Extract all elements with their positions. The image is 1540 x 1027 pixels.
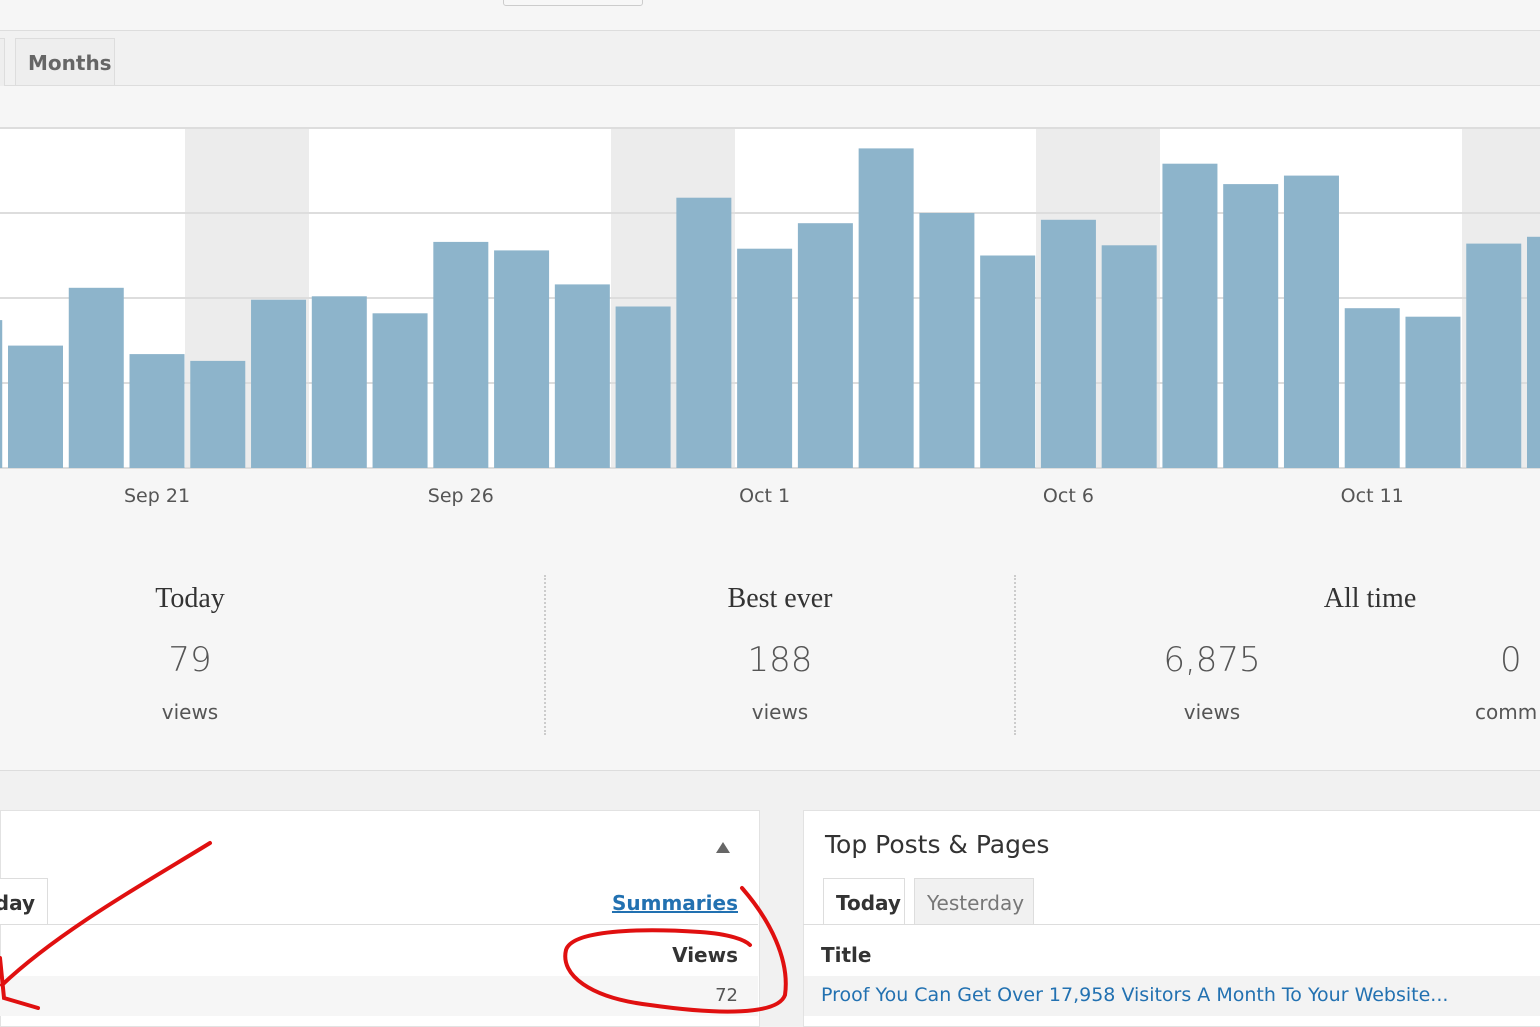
bar <box>8 345 63 468</box>
bar <box>190 360 246 468</box>
bar <box>433 241 489 468</box>
stat-label: All time <box>1323 583 1417 614</box>
tab[interactable]: Today <box>823 878 905 925</box>
tab[interactable]: day <box>0 878 48 925</box>
bar <box>1405 316 1461 468</box>
bar <box>1344 308 1400 468</box>
bar <box>554 284 610 468</box>
tab[interactable]: Months <box>15 38 115 85</box>
bar <box>0 320 3 468</box>
bar <box>919 213 975 468</box>
bar <box>1101 245 1157 468</box>
bar <box>372 313 428 468</box>
bar <box>1162 163 1218 468</box>
bar <box>980 255 1036 468</box>
collapse-toggle[interactable] <box>716 842 730 853</box>
row <box>804 976 1540 1016</box>
stat-value: 188 <box>747 640 813 680</box>
row-value: 72 <box>715 985 738 1006</box>
stat-unit: comm <box>1475 700 1538 724</box>
panel-title: Top Posts & Pages <box>825 830 1050 859</box>
column-header: Views <box>672 943 738 967</box>
bar <box>615 306 671 468</box>
post-link[interactable]: Proof You Can Get Over 17,958 Visitors A… <box>821 984 1449 1006</box>
top-bar <box>0 0 1540 31</box>
bar <box>797 223 853 468</box>
divider <box>1014 575 1016 735</box>
button[interactable] <box>503 0 643 6</box>
x-tick-label: Sep 26 <box>428 485 494 507</box>
x-tick-label: Oct 6 <box>1043 485 1094 507</box>
bar <box>1283 175 1339 468</box>
rule <box>0 924 758 925</box>
bar <box>858 148 914 468</box>
x-tick-label: Oct 11 <box>1341 485 1404 507</box>
chart: Sep 21 Sep 26 Oct 1 Oct 6 Oct 11 <box>0 127 1540 507</box>
x-tick-label: Oct 1 <box>739 485 790 507</box>
stat-unit: views <box>161 700 219 724</box>
tab[interactable]: Yesterday <box>914 878 1034 924</box>
stat-unit: views <box>751 700 809 724</box>
bar <box>737 248 793 468</box>
tab-bar <box>0 31 1540 86</box>
bar <box>1223 184 1279 468</box>
stat-value: 6,875 <box>1163 640 1261 680</box>
bar <box>251 299 307 468</box>
stat-label: Best ever <box>727 583 833 614</box>
bar <box>311 296 367 468</box>
stat-value: 0 <box>1500 640 1522 680</box>
summaries-link[interactable]: Summaries <box>611 891 738 915</box>
bar <box>676 197 732 468</box>
divider <box>544 575 546 735</box>
bar <box>129 354 185 468</box>
bar <box>1527 236 1540 468</box>
bar <box>494 250 550 468</box>
stat-label: Today <box>155 583 225 614</box>
bar <box>1466 243 1522 468</box>
stat-value: 79 <box>168 640 212 680</box>
bar <box>1040 219 1096 468</box>
x-tick-label: Sep 21 <box>124 485 190 507</box>
stat-unit: views <box>1183 700 1241 724</box>
rule <box>803 924 1540 925</box>
bar <box>68 287 124 468</box>
column-header: Title <box>821 943 872 967</box>
